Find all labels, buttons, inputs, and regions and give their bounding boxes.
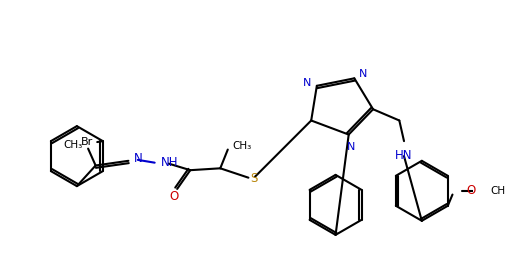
Text: O: O bbox=[467, 184, 476, 197]
Text: O: O bbox=[170, 190, 179, 203]
Text: CH₃: CH₃ bbox=[63, 140, 82, 150]
Text: HN: HN bbox=[395, 149, 413, 162]
Text: N: N bbox=[134, 152, 143, 165]
Text: S: S bbox=[250, 172, 258, 185]
Text: Br: Br bbox=[81, 137, 93, 147]
Text: N: N bbox=[303, 78, 311, 88]
Text: N: N bbox=[359, 69, 368, 79]
Text: NH: NH bbox=[161, 156, 179, 169]
Text: CH₃: CH₃ bbox=[490, 186, 505, 196]
Text: N: N bbox=[346, 142, 355, 152]
Text: CH₃: CH₃ bbox=[232, 141, 251, 151]
